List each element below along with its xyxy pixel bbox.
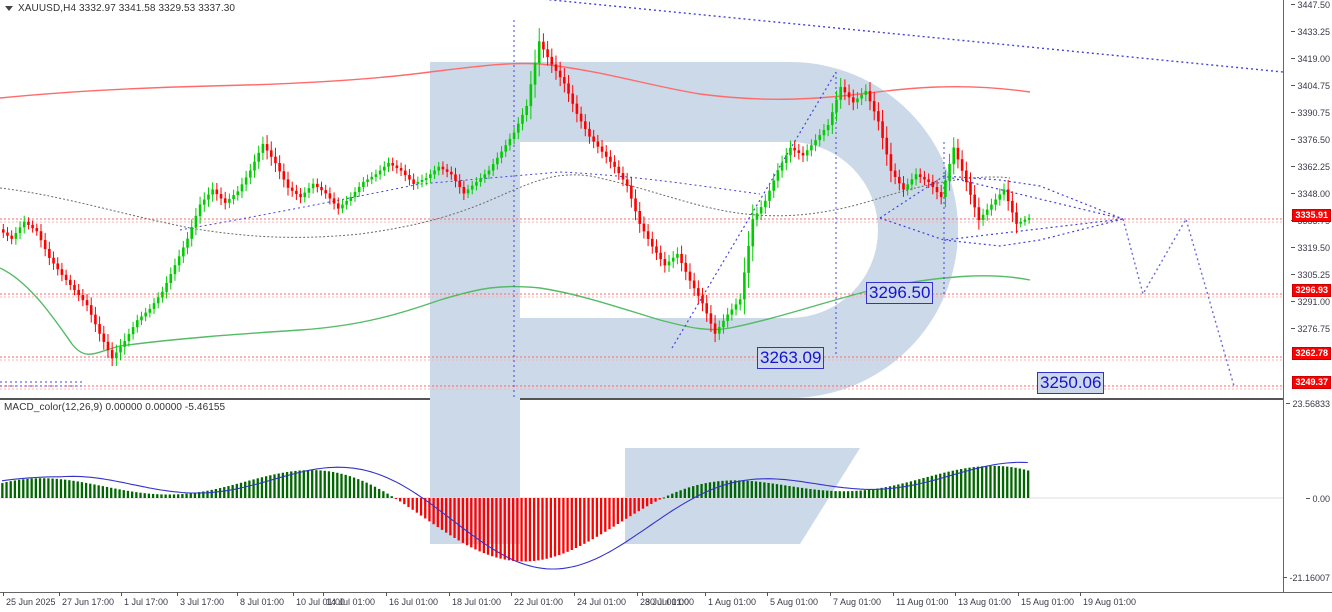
price-tick-3319-50: 3319.50 bbox=[1291, 243, 1330, 253]
descending-trendline bbox=[544, 0, 1283, 73]
price-tick-3348-00: 3348.00 bbox=[1291, 189, 1330, 199]
time-tick: 8 Jul 01:00 bbox=[237, 592, 284, 607]
price-tick-3376-50: 3376.50 bbox=[1291, 135, 1330, 145]
mid-channel-dotted bbox=[179, 171, 761, 231]
price-tick-3419-00: 3419.00 bbox=[1291, 54, 1330, 64]
time-tick: 3 Jul 17:00 bbox=[177, 592, 224, 607]
time-tick: 11 Aug 01:00 bbox=[893, 592, 948, 607]
time-tick: 14 Jul 01:00 bbox=[323, 592, 375, 607]
time-tick: 27 Jun 17:00 bbox=[59, 592, 114, 607]
time-tick: 1 Aug 01:00 bbox=[705, 592, 756, 607]
macd-histogram bbox=[1, 465, 1030, 562]
time-tick: 28 Jul 01:00 bbox=[637, 592, 689, 607]
price-chart-svg bbox=[0, 0, 1283, 398]
time-axis[interactable]: 25 Jun 2025 27 Jun 17:00 1 Jul 17:00 3 Jul … bbox=[0, 592, 1332, 612]
price-tick-3291-00: 3291.00 bbox=[1291, 297, 1330, 307]
price-tick-3390-75: 3390.75 bbox=[1291, 108, 1330, 118]
time-tick: 24 Jul 01:00 bbox=[574, 592, 626, 607]
macd-tick-000: 0.00 bbox=[1306, 494, 1330, 504]
price-level-badge-3296-93[interactable]: 3296.93 bbox=[1292, 284, 1331, 297]
time-tick: 30 Jul 01:00 bbox=[642, 592, 694, 607]
price-tick-3433-25: 3433.25 bbox=[1291, 27, 1330, 37]
price-tick-3276-75: 3276.75 bbox=[1291, 324, 1330, 334]
time-tick: 15 Aug 01:00 bbox=[1018, 592, 1074, 607]
low-horizontal-markers bbox=[0, 381, 82, 387]
pane-divider bbox=[0, 398, 1283, 400]
macd-indicator-label: MACD_color(12,26,9) 0.00000 0.00000 -5.4… bbox=[4, 402, 226, 413]
vertical-pivot-lines bbox=[513, 20, 945, 398]
price-level-badge-3335-91[interactable]: 3335.91 bbox=[1292, 209, 1331, 222]
time-tick: 13 Aug 01:00 bbox=[955, 592, 1011, 607]
converging-triangle-pattern bbox=[879, 175, 1124, 247]
time-tick: 10 Jul 01:00 bbox=[293, 592, 345, 607]
price-level-badge-3249-37[interactable]: 3249.37 bbox=[1292, 376, 1331, 389]
forecast-projection-path bbox=[1122, 217, 1235, 387]
price-axis[interactable]: 3447.50 3433.25 3419.00 3404.75 3390.75 3376.… bbox=[1283, 0, 1332, 592]
price-chart-pane[interactable]: 3296.50 3263.09 bbox=[0, 0, 1283, 398]
price-tag-3263-09[interactable]: 3263.09 bbox=[757, 347, 825, 369]
time-tick: 25 Jun 2025 bbox=[3, 592, 56, 607]
time-tick: 16 Jul 01:00 bbox=[386, 592, 438, 607]
candlestick-series bbox=[2, 28, 1031, 367]
ma-gray-dotted-line bbox=[0, 174, 1011, 238]
symbol-dropdown-caret-icon[interactable] bbox=[5, 6, 13, 11]
price-tick-3362-25: 3362.25 bbox=[1291, 162, 1330, 172]
macd-indicator-pane[interactable] bbox=[0, 400, 1283, 592]
price-tag-3296-50[interactable]: 3296.50 bbox=[866, 282, 934, 304]
symbol-ohlc-label: XAUUSD,H4 3332.97 3341.58 3329.53 3337.3… bbox=[18, 3, 236, 14]
price-tick-3447-50: 3447.50 bbox=[1291, 0, 1330, 10]
price-level-badge-3262-78[interactable]: 3262.78 bbox=[1292, 347, 1331, 360]
time-tick: 5 Aug 01:00 bbox=[767, 592, 818, 607]
support-resistance-lines bbox=[0, 218, 1283, 387]
macd-tick-2356833: 23.56833 bbox=[1286, 399, 1330, 409]
price-tag-3250-06[interactable]: 3250.06 bbox=[1037, 372, 1105, 394]
macd-signal-line bbox=[1, 461, 1028, 570]
macd-chart-svg bbox=[0, 461, 1283, 570]
time-tick: 19 Aug 01:00 bbox=[1080, 592, 1136, 607]
time-tick: 1 Jul 17:00 bbox=[121, 592, 168, 607]
ma-red-line bbox=[0, 62, 1031, 100]
minor-level-lines bbox=[0, 221, 1283, 390]
macd-tick-2116007: -21.16007 bbox=[1283, 573, 1330, 583]
time-tick: 7 Aug 01:00 bbox=[830, 592, 881, 607]
time-tick: 22 Jul 01:00 bbox=[511, 592, 563, 607]
price-tick-3305-25: 3305.25 bbox=[1291, 270, 1330, 280]
price-tick-3404-75: 3404.75 bbox=[1291, 81, 1330, 91]
time-tick: 18 Jul 01:00 bbox=[449, 592, 501, 607]
